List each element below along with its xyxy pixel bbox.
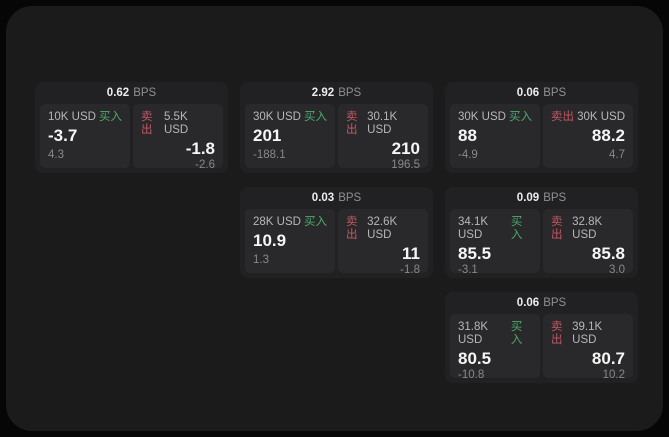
sell-price: 85.8: [591, 244, 625, 263]
sell-change: 196.5: [391, 159, 420, 171]
sell-change: 4.7: [609, 149, 625, 161]
buy-change: -10.8: [458, 369, 485, 381]
spread-card-5: 0.09 BPS 34.1K USD 买入 85.5 -3.1 卖出 32.8K…: [445, 187, 638, 278]
bps-unit-label: BPS: [133, 87, 157, 99]
sell-panel[interactable]: 卖出 5.5K USD -1.8 -2.6: [133, 104, 223, 171]
sell-change: 3.0: [609, 264, 625, 276]
buy-amount: 31.8K USD: [458, 321, 489, 346]
spread-card-1: 0.62 BPS 10K USD 买入 -3.7 4.3 卖出 5.5K USD…: [35, 82, 228, 173]
sell-panel[interactable]: 卖出 32.8K USD 85.8 3.0: [543, 209, 633, 276]
sell-tag: 卖出: [551, 216, 563, 241]
sell-change: -1.8: [400, 264, 420, 276]
bps-unit-label: BPS: [543, 192, 567, 204]
sell-amount: 30K USD: [577, 111, 625, 123]
buy-amount: 10K USD: [48, 111, 96, 123]
card-body: 28K USD 买入 10.9 1.3 卖出 32.6K USD 11 -1.8: [240, 209, 433, 278]
buy-price: 88: [458, 126, 477, 145]
bps-value: 0.06: [516, 297, 540, 309]
buy-amount: 30K USD: [458, 111, 506, 123]
sell-amount: 32.8K USD: [572, 216, 603, 241]
bps-unit-label: BPS: [338, 87, 362, 99]
buy-panel[interactable]: 30K USD 买入 88 -4.9: [450, 104, 540, 168]
sell-change: -2.6: [195, 159, 215, 171]
sell-amount: 39.1K USD: [572, 321, 603, 346]
buy-amount: 34.1K USD: [458, 216, 489, 241]
buy-price: 80.5: [458, 349, 492, 368]
spread-card-4: 0.03 BPS 28K USD 买入 10.9 1.3 卖出 32.6K US…: [240, 187, 433, 278]
sell-amount: 32.6K USD: [367, 216, 398, 241]
card-body: 31.8K USD 买入 80.5 -10.8 卖出 39.1K USD 80.…: [445, 314, 638, 383]
card-body: 10K USD 买入 -3.7 4.3 卖出 5.5K USD -1.8 -2.…: [35, 104, 228, 173]
buy-change: 1.3: [253, 254, 269, 266]
sell-tag: 卖出: [346, 111, 358, 136]
spread-card-6: 0.06 BPS 31.8K USD 买入 80.5 -10.8 卖出 39.1…: [445, 292, 638, 383]
buy-price: 10.9: [253, 231, 287, 250]
bps-unit-label: BPS: [543, 297, 567, 309]
card-body: 30K USD 买入 88 -4.9 卖出 30K USD 88.2 4.7: [445, 104, 638, 173]
bps-value: 0.09: [516, 192, 540, 204]
sell-price: 210: [391, 139, 420, 158]
sell-amount: 30.1K USD: [367, 111, 398, 136]
card-header: 0.09 BPS: [445, 187, 638, 209]
sell-tag: 卖出: [551, 321, 563, 346]
bps-value: 0.06: [516, 87, 540, 99]
spread-card-2: 2.92 BPS 30K USD 买入 201 -188.1 卖出 30.1K …: [240, 82, 433, 173]
buy-change: -4.9: [458, 149, 478, 161]
buy-tag: 买入: [510, 321, 523, 346]
buy-tag: 买入: [509, 111, 532, 123]
sell-panel[interactable]: 卖出 30K USD 88.2 4.7: [543, 104, 633, 168]
spread-card-3: 0.06 BPS 30K USD 买入 88 -4.9 卖出 30K USD 8…: [445, 82, 638, 173]
bps-value: 0.62: [106, 87, 130, 99]
buy-panel[interactable]: 34.1K USD 买入 85.5 -3.1: [450, 209, 540, 276]
sell-amount: 5.5K USD: [163, 111, 189, 136]
spread-dashboard-panel: 0.62 BPS 10K USD 买入 -3.7 4.3 卖出 5.5K USD…: [6, 6, 663, 431]
card-body: 30K USD 买入 201 -188.1 卖出 30.1K USD 210 1…: [240, 104, 433, 173]
bps-unit-label: BPS: [338, 192, 362, 204]
sell-price: 11: [402, 244, 420, 263]
buy-change: -3.1: [458, 264, 478, 276]
buy-price: 201: [253, 126, 282, 145]
buy-tag: 买入: [304, 216, 327, 228]
bps-value: 0.03: [311, 192, 335, 204]
card-header: 0.03 BPS: [240, 187, 433, 209]
buy-tag: 买入: [304, 111, 327, 123]
buy-panel[interactable]: 31.8K USD 买入 80.5 -10.8: [450, 314, 540, 381]
bps-unit-label: BPS: [543, 87, 567, 99]
sell-panel[interactable]: 卖出 30.1K USD 210 196.5: [338, 104, 428, 171]
sell-price: 80.7: [591, 349, 625, 368]
buy-panel[interactable]: 30K USD 买入 201 -188.1: [245, 104, 335, 168]
sell-tag: 卖出: [551, 111, 574, 123]
buy-price: -3.7: [48, 126, 78, 145]
buy-panel[interactable]: 10K USD 买入 -3.7 4.3: [40, 104, 130, 168]
card-body: 34.1K USD 买入 85.5 -3.1 卖出 32.8K USD 85.8…: [445, 209, 638, 278]
buy-tag: 买入: [510, 216, 523, 241]
sell-panel[interactable]: 卖出 32.6K USD 11 -1.8: [338, 209, 428, 276]
sell-panel[interactable]: 卖出 39.1K USD 80.7 10.2: [543, 314, 633, 381]
sell-change: 10.2: [602, 369, 625, 381]
buy-change: 4.3: [48, 149, 64, 161]
buy-tag: 买入: [99, 111, 122, 123]
sell-tag: 卖出: [346, 216, 358, 241]
buy-price: 85.5: [458, 244, 492, 263]
buy-panel[interactable]: 28K USD 买入 10.9 1.3: [245, 209, 335, 273]
card-header: 0.62 BPS: [35, 82, 228, 104]
bps-value: 2.92: [311, 87, 335, 99]
sell-price: 88.2: [591, 126, 625, 145]
card-header: 0.06 BPS: [445, 292, 638, 314]
card-header: 0.06 BPS: [445, 82, 638, 104]
buy-amount: 28K USD: [253, 216, 301, 228]
buy-amount: 30K USD: [253, 111, 301, 123]
card-header: 2.92 BPS: [240, 82, 433, 104]
sell-price: -1.8: [185, 139, 215, 158]
buy-change: -188.1: [253, 149, 286, 161]
sell-tag: 卖出: [141, 111, 153, 136]
